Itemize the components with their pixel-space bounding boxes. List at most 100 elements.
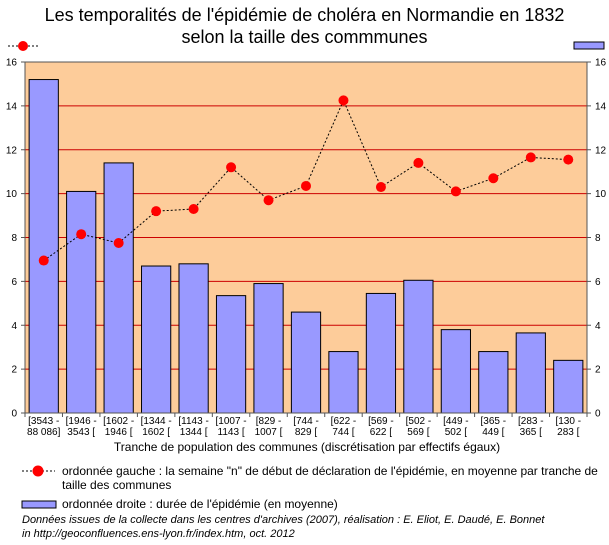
x-tick-label-line: 88 086]	[27, 427, 61, 438]
left-y-tick-label: 16	[6, 58, 18, 69]
start-week-point	[488, 173, 499, 184]
x-tick-label-line: 1007 [	[255, 427, 283, 438]
start-week-point	[301, 180, 311, 191]
left-y-tick-label: 4	[11, 321, 17, 332]
x-tick-label-line: [744 -	[293, 416, 319, 427]
x-tick-label-line: 1602 [	[142, 427, 170, 438]
x-tick-label-line: [3543 -	[28, 416, 59, 427]
x-tick-label-line: [283 -	[518, 416, 544, 427]
left-y-tick-label: 6	[11, 277, 17, 288]
x-tick-label: [829 -1007 [	[255, 416, 283, 438]
x-tick-label: [622 -744 [	[331, 416, 357, 438]
x-tick-label: [283 -365 [	[518, 416, 544, 438]
right-y-tick-label: 16	[595, 58, 607, 69]
source-note: Données issues de la collecte dans les c…	[22, 513, 544, 541]
duration-bar	[178, 263, 209, 414]
x-tick-label-line: [365 -	[481, 416, 507, 427]
x-tick-label-line: [1602 -	[103, 416, 134, 427]
legend-key-left-axis	[8, 41, 38, 51]
legend-right-axis-text: ordonnée droite : durée de l'épidémie (e…	[62, 497, 338, 511]
x-tick-label-line: 449 [	[482, 427, 504, 438]
duration-bar	[290, 311, 322, 414]
start-week-point	[151, 206, 162, 217]
x-tick-label: [365 -449 [	[481, 416, 507, 438]
x-tick-label: [1946 -3543 [	[66, 416, 97, 438]
right-y-tick-label: 12	[595, 145, 607, 156]
x-tick-label: [744 -829 [	[293, 416, 319, 438]
left-y-tick-label: 0	[11, 409, 17, 420]
right-y-tick-label: 14	[595, 101, 607, 112]
start-week-point	[413, 157, 424, 168]
x-tick-label-line: 622 [	[370, 427, 392, 438]
duration-bar	[103, 162, 134, 414]
chart-title-line-1: Les temporalités de l'épidémie de cholér…	[44, 5, 565, 25]
right-y-tick-label: 10	[595, 189, 607, 200]
start-week-point	[38, 255, 49, 266]
x-tick-label-line: [569 -	[368, 416, 394, 427]
x-tick-label-line: 744 [	[332, 427, 354, 438]
x-tick-label-line: 1344 [	[180, 427, 208, 438]
start-week-point	[188, 203, 199, 214]
x-tick-label-line: 283 [	[557, 427, 579, 438]
x-tick-label-line: 365 [	[520, 427, 542, 438]
x-tick-label-line: [1007 -	[215, 416, 246, 427]
x-tick-label: [1143 -1344 [	[178, 416, 208, 438]
duration-bar	[403, 279, 434, 414]
duration-bar	[553, 359, 584, 414]
left-y-tick-label: 10	[6, 189, 18, 200]
duration-bar	[328, 351, 359, 414]
source-line-2: in http://geoconfluences.ens-lyon.fr/ind…	[22, 528, 295, 540]
duration-bar	[365, 292, 397, 414]
right-y-tick-label: 4	[595, 321, 601, 332]
legend-line-symbol	[22, 465, 55, 477]
x-tick-label-line: 3543 [	[67, 427, 95, 438]
x-tick-label-line: [1946 -	[66, 416, 97, 427]
x-tick-label: [1602 -1946 [	[103, 416, 134, 438]
legend-key-right-axis	[573, 41, 605, 50]
x-tick-label-line: 569 [	[407, 427, 429, 438]
x-tick-label: [502 -569 [	[406, 416, 432, 438]
duration-bars	[28, 79, 584, 414]
x-tick-label: [130 -283 [	[555, 416, 581, 438]
x-tick-label-line: 1946 [	[105, 427, 133, 438]
left-y-tick-label: 14	[6, 101, 18, 112]
start-week-point	[375, 182, 386, 193]
right-y-tick-label: 0	[595, 409, 601, 420]
duration-bar	[28, 79, 59, 414]
duration-bar	[515, 332, 546, 414]
start-week-point	[563, 154, 574, 165]
x-tick-label: [569 -622 [	[368, 416, 394, 438]
x-tick-label-line: [1344 -	[141, 416, 172, 427]
chart-title-line-2: selon la taille des commmunes	[181, 27, 428, 47]
left-y-tick-label: 2	[11, 365, 17, 376]
start-week-point	[113, 237, 124, 248]
duration-bar	[478, 351, 509, 414]
start-week-point	[338, 95, 349, 106]
right-y-tick-label: 2	[595, 365, 601, 376]
right-y-tick-label: 6	[595, 277, 601, 288]
x-tick-label-line: [130 -	[555, 416, 581, 427]
x-tick-label-line: 1143 [	[218, 427, 245, 438]
chart-title: Les temporalités de l'épidémie de cholér…	[0, 4, 609, 48]
duration-bar	[215, 295, 247, 414]
x-axis-tick-labels: [3543 -88 086][1946 -3543 [[1602 -1946 […	[24, 413, 588, 438]
start-week-point	[226, 162, 237, 173]
left-y-tick-label: 12	[6, 145, 18, 156]
left-y-tick-label: 8	[11, 233, 17, 244]
duration-bar	[141, 265, 172, 414]
x-tick-label: [3543 -88 086]	[27, 416, 61, 438]
x-tick-label-line: 502 [	[445, 427, 467, 438]
duration-bar	[253, 283, 284, 414]
duration-bar	[440, 329, 471, 414]
legend-bar-symbol	[21, 500, 57, 509]
x-tick-label-line: [622 -	[331, 416, 357, 427]
start-week-point	[525, 152, 536, 163]
x-tick-label-line: 829 [	[295, 427, 317, 438]
start-week-point	[76, 229, 87, 240]
start-week-point	[450, 186, 461, 197]
right-y-tick-label: 8	[595, 233, 601, 244]
x-tick-label-line: [1143 -	[178, 416, 208, 427]
source-line-1: Données issues de la collecte dans les c…	[22, 514, 545, 526]
x-tick-label: [449 -502 [	[443, 416, 469, 438]
